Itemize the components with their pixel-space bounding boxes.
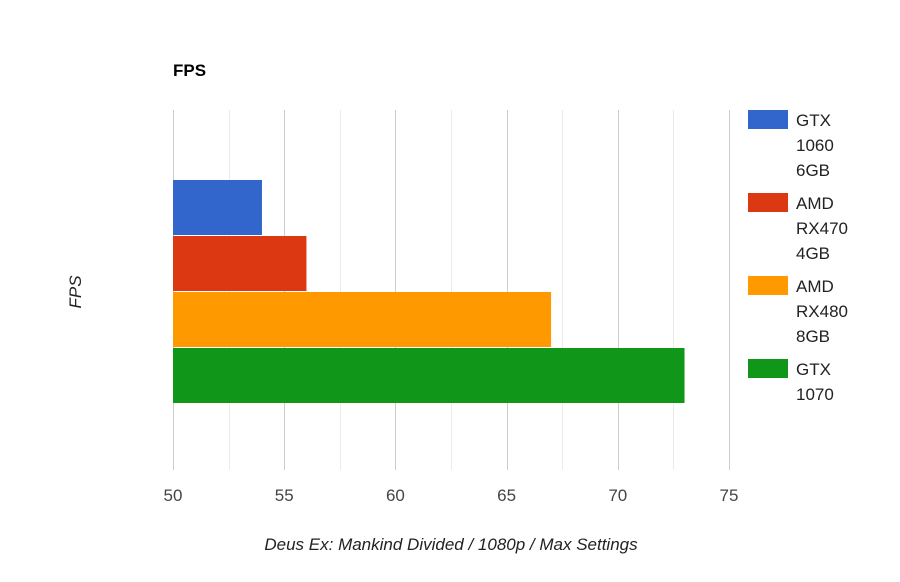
- legend-label: RX470: [796, 219, 848, 238]
- x-tick-label: 70: [608, 486, 627, 505]
- legend-swatch: [748, 276, 788, 295]
- x-tick-label: 50: [164, 486, 183, 505]
- bar-amd-rx480-8gb: [173, 292, 552, 347]
- legend-label: GTX: [796, 111, 831, 130]
- legend-label: RX480: [796, 302, 848, 321]
- bars: [173, 180, 685, 403]
- legend-swatch: [748, 110, 788, 129]
- legend-label: 4GB: [796, 244, 830, 263]
- bar-gtx-1060-6gb: [173, 180, 262, 235]
- legend-label: 8GB: [796, 327, 830, 346]
- x-tick-label: 60: [386, 486, 405, 505]
- legend-label: 1070: [796, 385, 834, 404]
- x-tick-label: 55: [275, 486, 294, 505]
- gridlines: [173, 110, 730, 470]
- legend-swatch: [748, 193, 788, 212]
- legend-label: GTX: [796, 360, 831, 379]
- legend-label: 1060: [796, 136, 834, 155]
- y-axis-title: FPS: [66, 275, 85, 309]
- legend-label: AMD: [796, 277, 834, 296]
- legend-swatch: [748, 359, 788, 378]
- x-axis-title: Deus Ex: Mankind Divided / 1080p / Max S…: [264, 535, 638, 554]
- x-tick-labels: 50 55 60 65 70 75: [164, 486, 739, 505]
- legend-label: AMD: [796, 194, 834, 213]
- legend: GTX 1060 6GB AMD RX470 4GB AMD RX480 8GB GTX 1070: [748, 110, 848, 404]
- chart-title: FPS: [173, 61, 206, 80]
- bar-amd-rx470-4gb: [173, 236, 307, 291]
- legend-label: 6GB: [796, 161, 830, 180]
- x-tick-label: 65: [497, 486, 516, 505]
- bar-gtx-1070: [173, 348, 685, 403]
- x-tick-label: 75: [720, 486, 739, 505]
